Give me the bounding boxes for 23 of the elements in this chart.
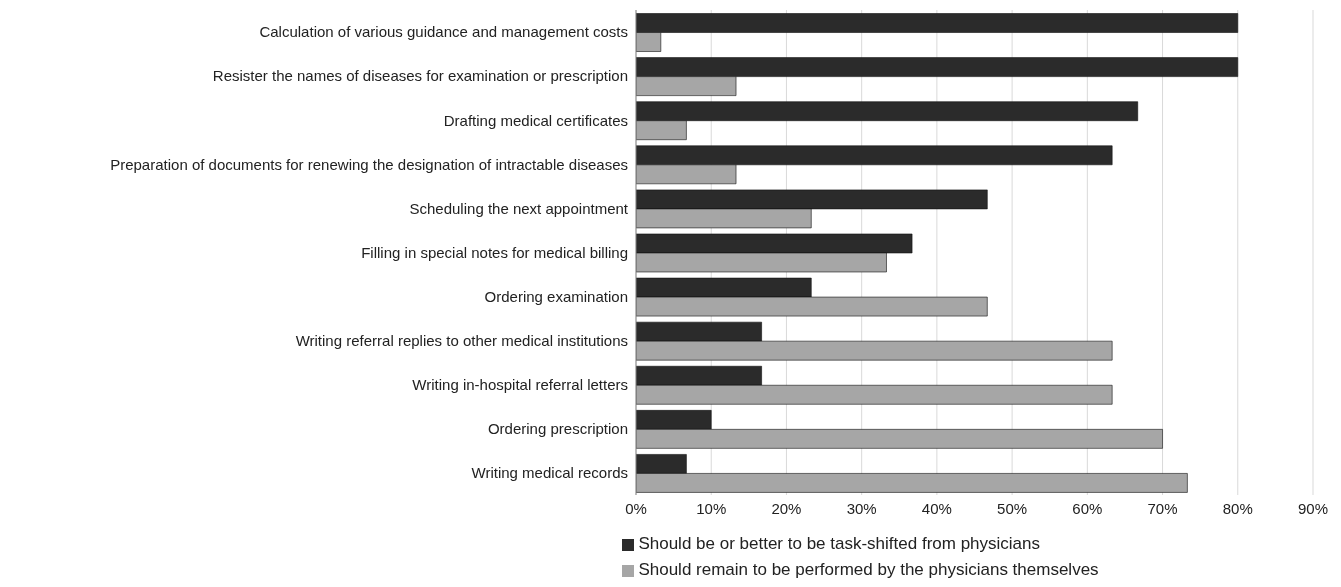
x-tick-label: 30% [846,499,877,517]
x-tick-label: 10% [696,499,727,517]
y-tick-label: Ordering prescription [487,420,628,438]
y-tick-label: Preparation of documents for renewing the designation of intractable diseases [110,155,628,173]
y-tick-label: Filling in special notes for medical billing [361,243,628,261]
x-tick-label: 0% [625,499,647,517]
x-tick-label: 50% [997,499,1028,517]
x-tick-label: 80% [1222,499,1253,517]
y-tick-label: Writing in-hospital referral letters [412,376,628,394]
y-tick-label: Writing referral replies to other medical institutions [295,332,628,350]
y-tick-label: Writing medical records [471,464,628,482]
y-tick-label: Resister the names of diseases for examination or prescription [212,67,628,85]
legend-label: Should be or better to be task-shifted from physicians [638,534,1041,553]
x-tick-label: 60% [1072,499,1103,517]
x-tick-label: 90% [1297,499,1329,517]
legend-label: Should remain to be performed by the physicians themselves [638,560,1099,579]
x-tick-label: 20% [771,499,802,517]
x-tick-label: 40% [921,499,952,517]
y-tick-label: Ordering examination [484,287,628,305]
y-tick-label: Drafting medical certificates [443,111,628,129]
y-tick-label: Scheduling the next appointment [409,199,629,217]
x-tick-label: 70% [1147,499,1178,517]
y-tick-label: Calculation of various guidance and management costs [259,23,628,41]
